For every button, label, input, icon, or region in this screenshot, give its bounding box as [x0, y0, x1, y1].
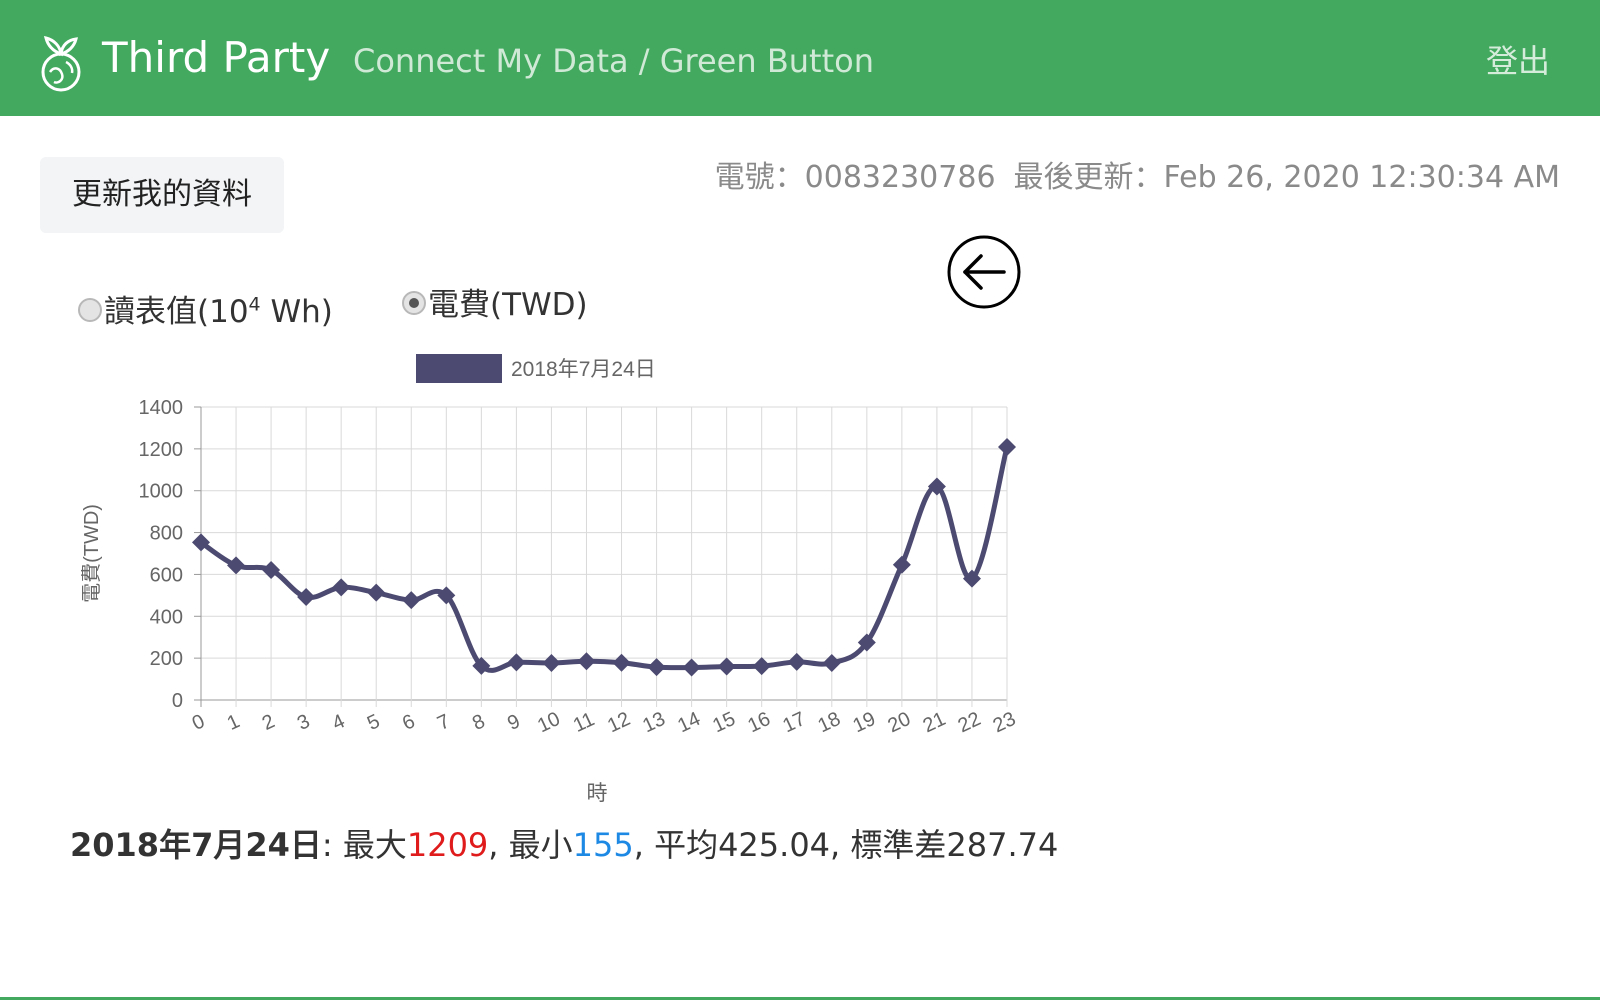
x-tick-label: 14: [674, 708, 703, 737]
radio-fee-button[interactable]: [402, 290, 426, 315]
y-tick-label: 0: [172, 690, 183, 712]
y-tick-label: 1200: [139, 439, 184, 461]
data-point: [998, 437, 1016, 456]
daily-summary: 2018年7月24日: 最大1209, 最小155, 平均425.04, 標準差…: [70, 826, 1059, 864]
data-point: [262, 561, 281, 580]
data-point: [612, 653, 631, 672]
meter-info: 電號：0083230786 最後更新：Feb 26, 2020 12:30:34 …: [697, 158, 1560, 198]
x-tick-label: 13: [639, 708, 668, 737]
top-navbar: Third Party Connect My Data / Green Butt…: [0, 0, 1600, 116]
x-tick-label: 10: [534, 708, 563, 737]
data-point: [227, 556, 246, 575]
x-tick-label: 3: [294, 710, 313, 735]
y-tick-label: 200: [150, 648, 183, 670]
data-point: [787, 652, 806, 671]
x-tick-label: 17: [779, 708, 808, 737]
data-point: [367, 583, 386, 602]
summary-min-label: , 最小: [488, 826, 573, 864]
radio-fee-option[interactable]: 電費(TWD): [402, 280, 588, 330]
x-tick-label: 12: [604, 708, 633, 737]
x-tick-label: 0: [189, 710, 208, 735]
data-point: [507, 653, 526, 672]
data-point: [542, 653, 561, 672]
summary-stats: , 平均425.04, 標準差287.74: [633, 826, 1059, 864]
data-point: [857, 633, 876, 652]
footer-divider: [0, 997, 1600, 1000]
x-tick-label: 21: [920, 708, 949, 737]
x-tick-label: 9: [504, 710, 523, 735]
legend-label: 2018年7月24日: [511, 358, 656, 381]
y-axis-title: 電費(TWD): [80, 504, 103, 603]
back-arrow-icon[interactable]: [947, 235, 1021, 309]
nav-link-connect-my-data[interactable]: Connect My Data / Green Button: [353, 42, 874, 80]
data-point: [437, 586, 456, 605]
data-point: [892, 555, 911, 574]
logout-link[interactable]: 登出: [1485, 42, 1550, 80]
summary-max-value: 1209: [406, 826, 489, 864]
radio-reading-button[interactable]: [78, 297, 102, 322]
x-tick-label: 6: [399, 710, 418, 735]
data-point: [682, 658, 701, 677]
data-point: [822, 653, 841, 672]
brand-title[interactable]: Third Party: [102, 33, 331, 82]
x-axis-title: 時: [587, 782, 608, 805]
summary-date: 2018年7月24日: [70, 826, 322, 864]
x-tick-label: 8: [469, 710, 488, 735]
last-update: 最後更新：Feb 26, 2020 12:30:34 AM: [1013, 160, 1560, 195]
data-point: [402, 591, 421, 610]
radio-fee-label: 電費(TWD): [428, 287, 588, 323]
x-tick-label: 4: [329, 710, 348, 735]
x-tick-label: 23: [990, 708, 1019, 737]
x-tick-label: 2: [259, 710, 278, 735]
y-tick-label: 1000: [139, 481, 184, 503]
data-point: [332, 578, 351, 597]
y-tick-label: 600: [150, 564, 183, 586]
y-tick-label: 400: [150, 606, 183, 628]
x-tick-label: 15: [709, 708, 738, 737]
x-tick-label: 7: [434, 710, 453, 735]
legend-swatch: [416, 354, 502, 383]
data-point: [472, 656, 491, 675]
data-point: [192, 533, 210, 552]
radio-reading-option[interactable]: 讀表值(104 Wh): [78, 280, 333, 337]
x-tick-label: 19: [850, 708, 879, 737]
summary-min-value: 155: [572, 826, 634, 864]
x-tick-label: 5: [364, 710, 383, 735]
x-tick-label: 22: [955, 708, 984, 737]
x-tick-label: 20: [885, 708, 914, 737]
series-line: [199, 446, 1010, 673]
data-point: [297, 588, 316, 607]
data-point: [717, 657, 736, 676]
refresh-data-button[interactable]: 更新我的資料: [40, 157, 284, 233]
x-tick-label: 18: [815, 708, 844, 737]
meter-number: 電號：0083230786: [714, 160, 996, 195]
sprout-earth-icon[interactable]: [38, 28, 88, 94]
y-tick-label: 800: [150, 523, 183, 545]
summary-max-label: 最大: [342, 826, 407, 864]
x-tick-label: 11: [570, 708, 598, 737]
data-point: [577, 652, 596, 671]
radio-reading-label: 讀表值(104 Wh): [104, 294, 333, 331]
data-point: [752, 657, 771, 676]
data-point: [647, 658, 666, 677]
y-tick-label: 1400: [139, 397, 184, 419]
data-point: [927, 477, 946, 496]
x-tick-label: 1: [224, 710, 243, 735]
data-point: [962, 569, 981, 588]
x-tick-label: 16: [744, 708, 773, 737]
